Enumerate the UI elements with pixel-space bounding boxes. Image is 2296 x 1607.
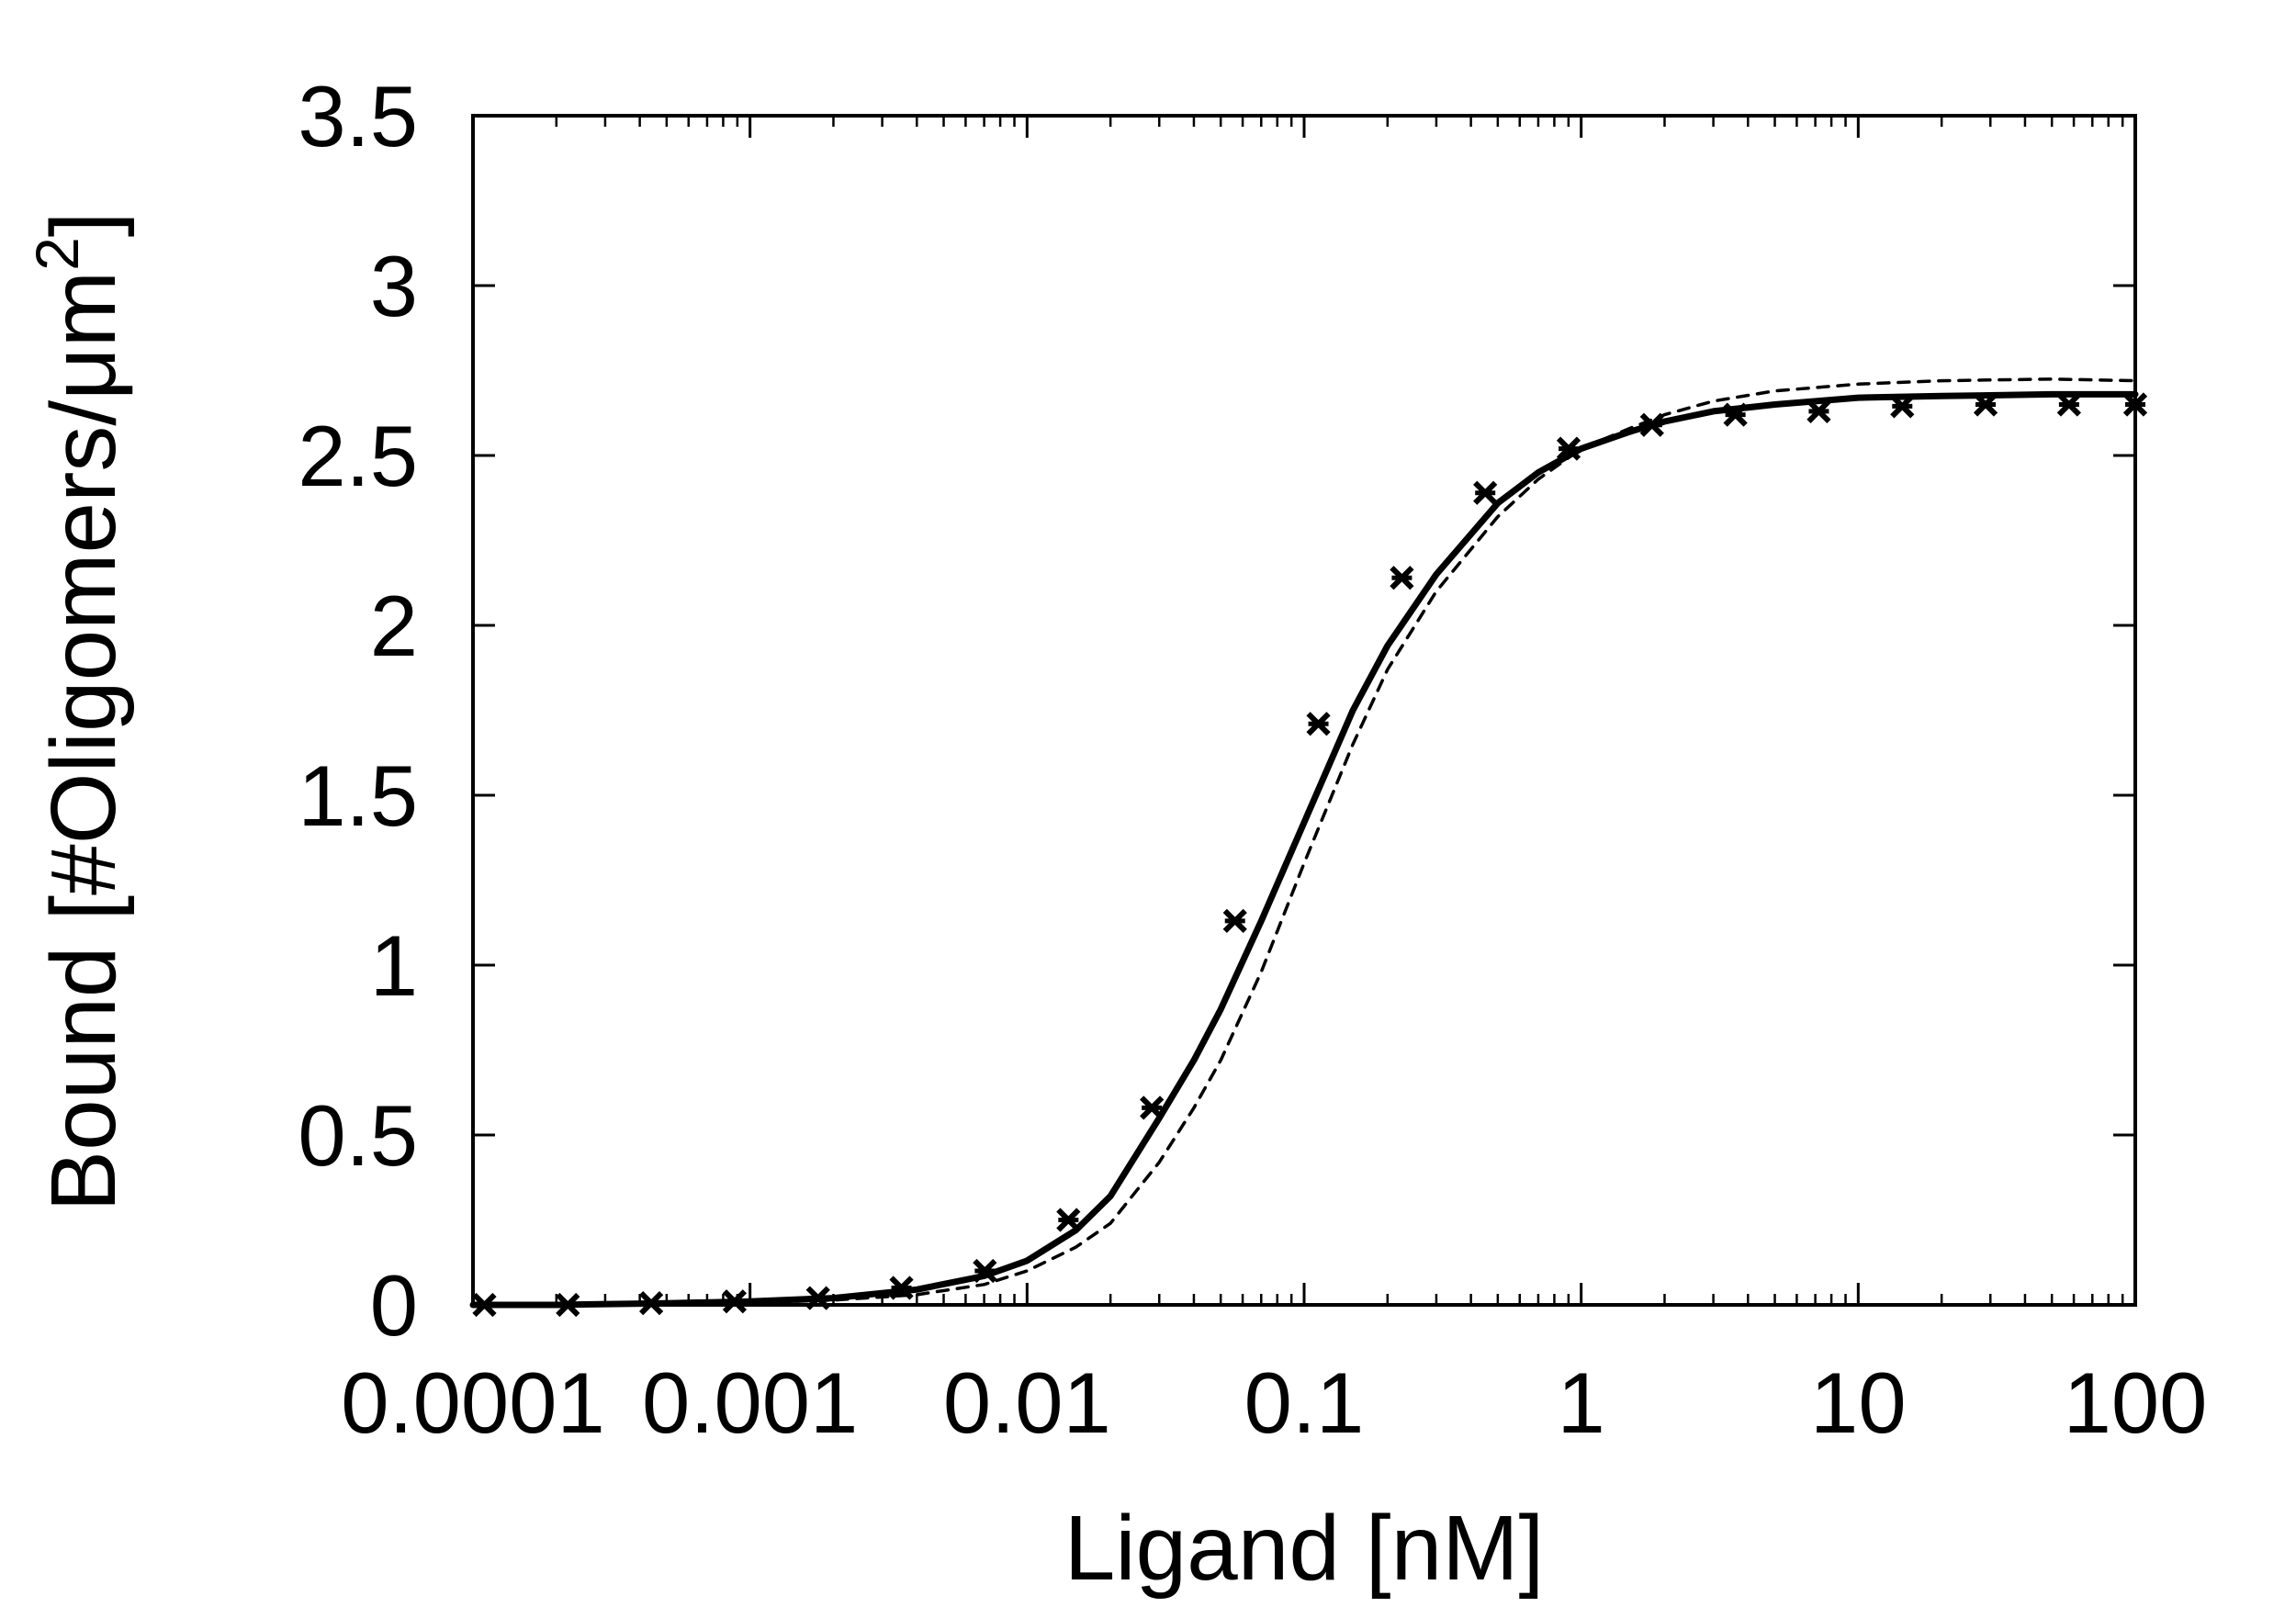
x-axis-title: Ligand [nM] — [1064, 1497, 1545, 1600]
y-axis-title-main: Bound [#Oligomers/μm — [32, 271, 135, 1212]
solid-fit-line — [469, 390, 2139, 1309]
x-tick-label: 0.1 — [1244, 1354, 1365, 1451]
y-tick-label: 2.5 — [298, 408, 418, 504]
data-point — [2122, 392, 2148, 417]
y-tick-label: 3 — [370, 238, 418, 334]
y-tick-label: 1.5 — [298, 747, 418, 844]
x-tick-label: 0.01 — [943, 1354, 1111, 1451]
x-tick-label: 1 — [1558, 1354, 1605, 1451]
y-tick-label: 1 — [370, 917, 418, 1014]
x-tick-label: 0.001 — [642, 1354, 858, 1451]
data-point — [1222, 908, 1247, 934]
plot-frame — [471, 114, 2137, 1307]
x-tick-label: 0.0001 — [341, 1354, 605, 1451]
y-axis-title-sup: 2 — [23, 237, 91, 271]
y-tick-label: 3.5 — [298, 68, 418, 164]
y-axis-title: Bound [#Oligomers/μm2] — [23, 211, 135, 1211]
y-tick-label: 0.5 — [298, 1087, 418, 1184]
axis-ticks — [471, 114, 2137, 1307]
y-tick-label: 2 — [370, 578, 418, 674]
dashed-fit-line — [471, 377, 2137, 1307]
y-tick-label: 0 — [370, 1257, 418, 1354]
series-layer — [469, 377, 2148, 1318]
y-axis-title-close: ] — [32, 211, 135, 237]
data-point — [1390, 566, 1414, 590]
data-point — [2056, 392, 2082, 417]
data-point — [1306, 712, 1331, 736]
x-tick-label: 10 — [1810, 1354, 1907, 1451]
data-point — [1473, 480, 1498, 505]
tick-labels: 0 0.5 1 1.5 2 2.5 3 3.5 0.0001 0.001 0.01 0.1 1 10 100 — [298, 68, 2207, 1451]
x-tick-label: 100 — [2064, 1354, 2208, 1451]
